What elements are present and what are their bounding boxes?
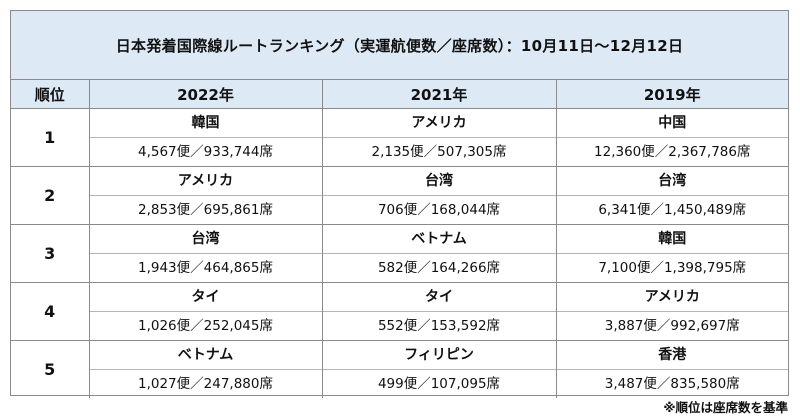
- route-cell: 中国 12,360便／2,367,786席: [555, 108, 788, 167]
- route-cell: アメリカ 3,887便／992,697席: [555, 282, 788, 341]
- table-title: 日本発着国際線ルートランキング（実運航便数／座席数）：10月11日〜12月12日: [11, 11, 788, 80]
- route-cell: タイ 552便／153,592席: [321, 282, 557, 341]
- ranking-table-frame: 日本発着国際線ルートランキング（実運航便数／座席数）：10月11日〜12月12日…: [10, 10, 789, 398]
- header-row: 順位 2022年 2021年 2019年: [11, 80, 788, 109]
- header-year-2019: 2019年: [555, 80, 788, 109]
- footnote: ※順位は座席数を基準: [663, 400, 788, 415]
- route-cell: 台湾 1,943便／464,865席: [88, 224, 323, 283]
- table-row: 1 韓国 4,567便／933,744席 アメリカ 2,135便／507,305席 …: [11, 108, 788, 167]
- flights-seats: 4,567便／933,744席: [138, 144, 273, 160]
- route-cell: 台湾 706便／168,044席: [321, 166, 557, 225]
- rank-number: 5: [11, 340, 90, 398]
- rank-number: 1: [11, 108, 90, 167]
- route-cell: タイ 1,026便／252,045席: [88, 282, 323, 341]
- flights-seats: 7,100便／1,398,795席: [598, 260, 747, 276]
- flights-seats: 1,943便／464,865席: [138, 260, 273, 276]
- flights-seats: 1,027便／247,880席: [138, 376, 273, 392]
- route-cell: 香港 3,487便／835,580席: [555, 340, 788, 398]
- table-row: 4 タイ 1,026便／252,045席 タイ 552便／153,592席 アメリカ…: [11, 282, 788, 341]
- country-name: ベトナム: [322, 225, 556, 254]
- flights-seats: 552便／153,592席: [377, 318, 501, 334]
- flights-seats: 499便／107,095席: [377, 376, 501, 392]
- route-cell: 台湾 6,341便／1,450,489席: [555, 166, 788, 225]
- route-cell: 韓国 4,567便／933,744席: [88, 108, 323, 167]
- country-name: タイ: [89, 283, 322, 312]
- route-cell: 韓国 7,100便／1,398,795席: [555, 224, 788, 283]
- country-name: アメリカ: [322, 109, 556, 138]
- country-name: 香港: [556, 341, 788, 370]
- route-cell: ベトナム 1,027便／247,880席: [88, 340, 323, 398]
- header-rank: 順位: [11, 80, 90, 109]
- route-cell: アメリカ 2,135便／507,305席: [321, 108, 557, 167]
- flights-seats: 706便／168,044席: [377, 202, 501, 218]
- country-name: 中国: [556, 109, 788, 138]
- flights-seats: 2,135便／507,305席: [371, 144, 507, 160]
- flights-seats: 3,887便／992,697席: [604, 318, 740, 334]
- country-name: アメリカ: [89, 167, 322, 196]
- country-name: アメリカ: [556, 283, 788, 312]
- ranking-table: 順位 2022年 2021年 2019年 1 韓国 4,567便／933,744席…: [11, 80, 788, 398]
- rank-number: 4: [11, 282, 90, 341]
- country-name: 台湾: [556, 167, 788, 196]
- rank-number: 2: [11, 166, 90, 225]
- flights-seats: 2,853便／695,861席: [138, 202, 273, 218]
- country-name: フィリピン: [322, 341, 556, 370]
- route-cell: アメリカ 2,853便／695,861席: [88, 166, 323, 225]
- flights-seats: 582便／164,266席: [377, 260, 501, 276]
- route-cell: ベトナム 582便／164,266席: [321, 224, 557, 283]
- header-year-2021: 2021年: [321, 80, 557, 109]
- flights-seats: 1,026便／252,045席: [138, 318, 273, 334]
- header-year-2022: 2022年: [88, 80, 323, 109]
- rank-number: 3: [11, 224, 90, 283]
- route-cell: フィリピン 499便／107,095席: [321, 340, 557, 398]
- flights-seats: 12,360便／2,367,786席: [594, 144, 751, 160]
- country-name: 台湾: [89, 225, 322, 254]
- country-name: 韓国: [556, 225, 788, 254]
- country-name: 台湾: [322, 167, 556, 196]
- country-name: ベトナム: [89, 341, 322, 370]
- flights-seats: 3,487便／835,580席: [604, 376, 740, 392]
- table-row: 2 アメリカ 2,853便／695,861席 台湾 706便／168,044席 台湾…: [11, 166, 788, 225]
- country-name: タイ: [322, 283, 556, 312]
- table-row: 5 ベトナム 1,027便／247,880席 フィリピン 499便／107,095席…: [11, 340, 788, 398]
- flights-seats: 6,341便／1,450,489席: [598, 202, 747, 218]
- country-name: 韓国: [89, 109, 322, 138]
- table-row: 3 台湾 1,943便／464,865席 ベトナム 582便／164,266席 韓国…: [11, 224, 788, 283]
